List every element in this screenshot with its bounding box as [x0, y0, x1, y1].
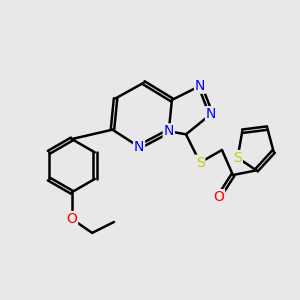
Text: O: O [213, 190, 224, 204]
Text: S: S [196, 155, 204, 170]
Text: N: N [134, 140, 144, 154]
Text: O: O [66, 212, 77, 226]
Text: N: N [164, 124, 174, 138]
Text: S: S [233, 151, 242, 165]
Text: N: N [206, 107, 216, 121]
Text: N: N [195, 79, 205, 93]
